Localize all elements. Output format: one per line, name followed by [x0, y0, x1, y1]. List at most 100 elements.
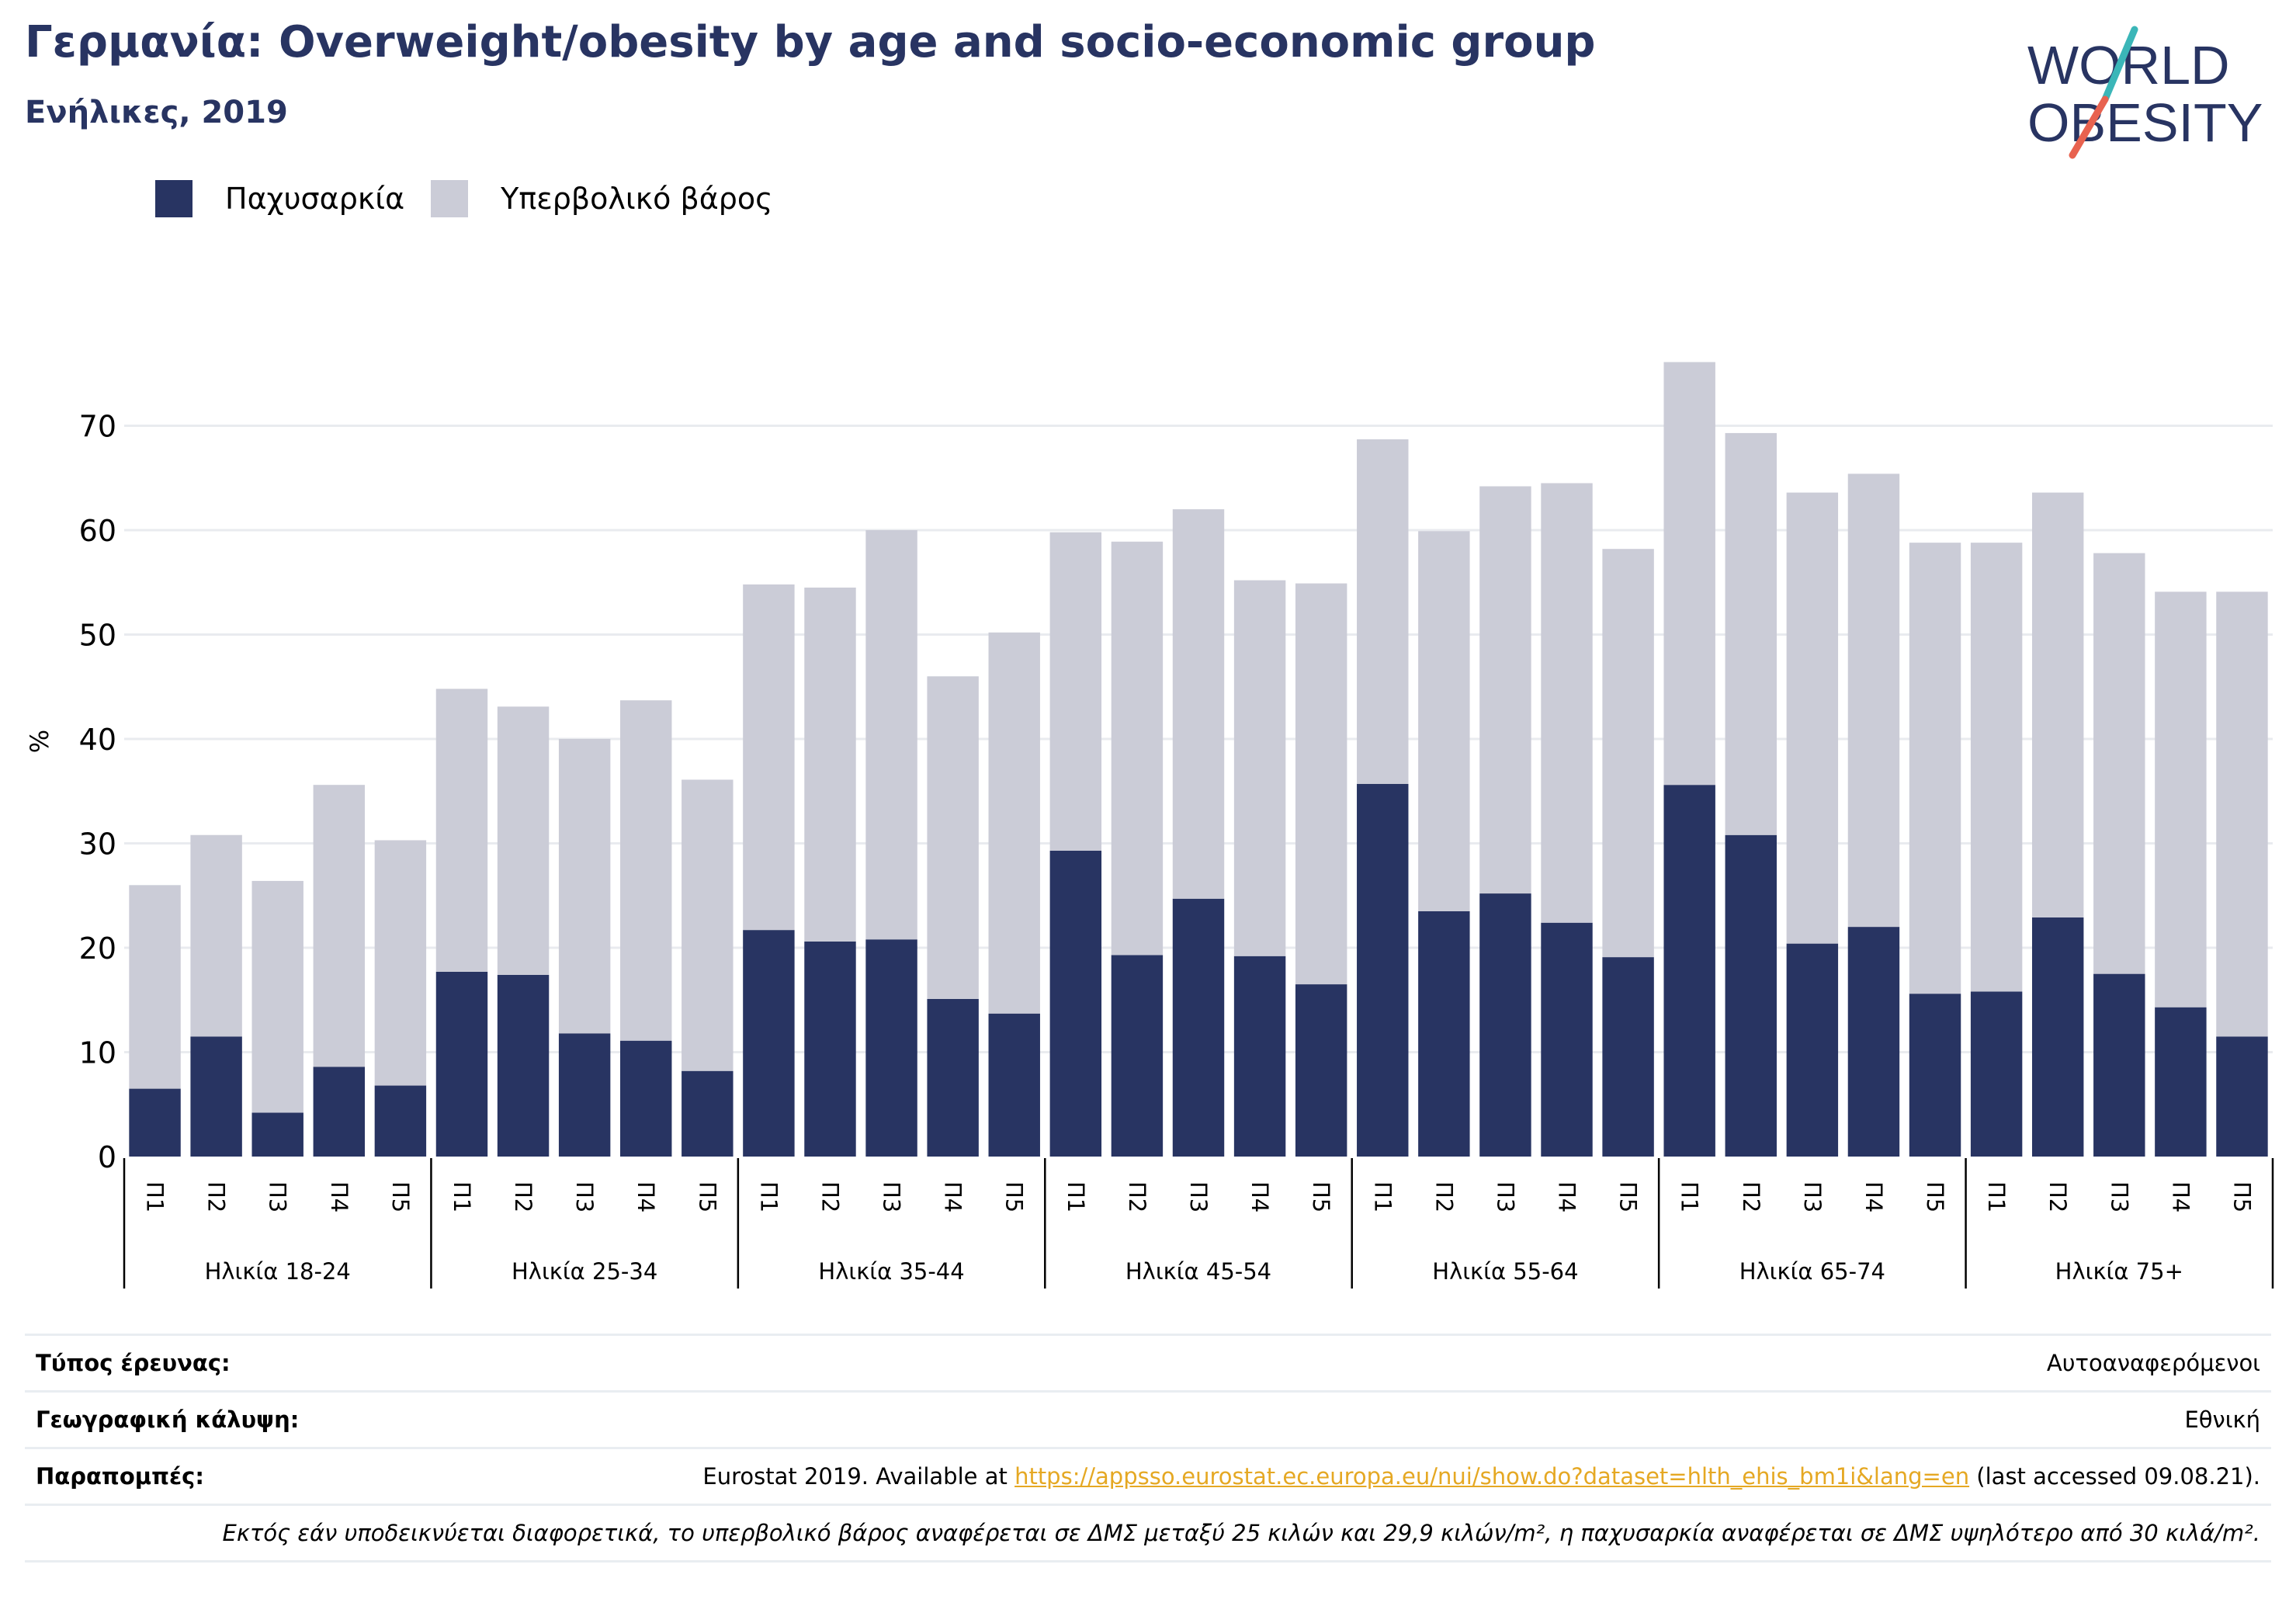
x-tick-label: Π1 — [142, 1181, 168, 1212]
group-label: Ηλικία 55-64 — [1432, 1258, 1578, 1285]
bar-overweight — [1541, 483, 1593, 923]
bar-overweight — [1049, 532, 1102, 851]
bar-obesity — [497, 974, 550, 1157]
bar-obesity — [1233, 956, 1286, 1157]
x-tick-label: Π5 — [694, 1181, 720, 1212]
bar-obesity — [1602, 957, 1654, 1157]
bar-overweight — [435, 689, 488, 972]
y-tick-label: 0 — [98, 1140, 116, 1174]
bar-overweight — [2216, 591, 2268, 1037]
info-label-survey-type: Τύπος έρευνας: — [36, 1350, 231, 1376]
bar-overweight — [1295, 583, 1347, 985]
chart-subtitle: Ενήλικες, 2019 — [25, 95, 288, 130]
info-table: Τύπος έρευνας: Αυτοαναφερόμενοι Γεωγραφι… — [25, 1334, 2271, 1563]
bar-overweight — [1786, 492, 1839, 944]
reference-link[interactable]: https://appsso.eurostat.ec.europa.eu/nui… — [1014, 1463, 1970, 1490]
logo-slash-teal — [2101, 26, 2138, 103]
bar-obesity — [2093, 973, 2145, 1157]
group-label: Ηλικία 45-54 — [1125, 1258, 1271, 1285]
bar-obesity — [1479, 893, 1531, 1157]
bar-overweight — [129, 885, 181, 1089]
x-tick-label: Π1 — [449, 1181, 475, 1212]
y-axis-label: % — [25, 730, 54, 753]
logo-slash-red — [2069, 95, 2109, 159]
x-tick-label: Π4 — [940, 1181, 966, 1212]
bar-obesity — [1049, 850, 1102, 1157]
legend-swatch-overweight — [431, 180, 469, 217]
x-tick-label: Π5 — [1308, 1181, 1334, 1212]
bar-obesity — [129, 1088, 181, 1157]
bar-obesity — [558, 1033, 611, 1157]
x-tick-label: Π2 — [2045, 1181, 2071, 1212]
x-tick-label: Π5 — [387, 1181, 414, 1212]
bar-overweight — [1663, 362, 1715, 786]
definition-note: Εκτός εάν υποδεικνύεται διαφορετικά, το … — [222, 1520, 2261, 1546]
bar-overweight — [2093, 553, 2145, 974]
group-label: Ηλικία 65-74 — [1739, 1258, 1885, 1285]
logo-line2: OBESITY — [2027, 92, 2263, 153]
x-tick-label: Π4 — [326, 1181, 352, 1212]
group-label: Ηλικία 35-44 — [818, 1258, 964, 1285]
y-tick-label: 30 — [79, 827, 116, 862]
legend-label-overweight: Υπερβολικό βάρος — [501, 182, 773, 216]
bar-overweight — [1970, 543, 2023, 992]
x-tick-label: Π2 — [510, 1181, 536, 1212]
bar-obesity — [865, 939, 917, 1157]
x-tick-label: Π4 — [1861, 1181, 1887, 1212]
bar-obesity — [1295, 984, 1347, 1157]
x-tick-label: Π5 — [1001, 1181, 1028, 1212]
bar-overweight — [620, 700, 672, 1041]
bar-overweight — [1479, 486, 1531, 894]
x-tick-label: Π2 — [1124, 1181, 1150, 1212]
x-tick-label: Π5 — [2228, 1181, 2255, 1212]
bar-obesity — [1663, 785, 1715, 1157]
bar-overweight — [374, 840, 427, 1086]
x-tick-label: Π3 — [1799, 1181, 1826, 1212]
x-tick-label: Π4 — [633, 1181, 659, 1212]
bar-overweight — [190, 834, 242, 1037]
bar-overweight — [804, 587, 856, 942]
bar-obesity — [1725, 834, 1777, 1157]
x-tick-label: Π3 — [571, 1181, 598, 1212]
bar-overweight — [1357, 439, 1409, 784]
bar-obesity — [2155, 1007, 2207, 1157]
x-tick-label: Π5 — [1922, 1181, 1948, 1212]
x-tick-label: Π3 — [1185, 1181, 1212, 1212]
x-tick-label: Π3 — [265, 1181, 291, 1212]
bar-obesity — [1847, 927, 1900, 1157]
info-row-coverage: Γεωγραφική κάλυψη: Εθνική — [25, 1390, 2271, 1447]
bar-overweight — [558, 739, 611, 1034]
info-label-references: Παραπομπές: — [36, 1463, 204, 1490]
info-value-survey-type: Αυτοαναφερόμενοι — [2046, 1350, 2260, 1376]
bar-overweight — [865, 530, 917, 940]
x-tick-label: Π2 — [817, 1181, 843, 1212]
x-tick-label: Π3 — [2106, 1181, 2132, 1212]
x-tick-label: Π4 — [2167, 1181, 2194, 1212]
bar-obesity — [804, 941, 856, 1157]
x-tick-label: Π2 — [1738, 1181, 1764, 1212]
bar-obesity — [927, 998, 979, 1157]
bar-obesity — [1970, 991, 2023, 1157]
bar-overweight — [743, 584, 795, 931]
y-tick-label: 70 — [79, 410, 116, 444]
bar-overweight — [1725, 432, 1777, 835]
info-row-survey-type: Τύπος έρευνας: Αυτοαναφερόμενοι — [25, 1334, 2271, 1390]
group-label: Ηλικία 75+ — [2055, 1258, 2183, 1285]
bar-obesity — [682, 1070, 734, 1157]
x-tick-label: Π1 — [1677, 1181, 1703, 1212]
y-tick-label: 50 — [79, 619, 116, 653]
x-tick-label: Π1 — [1983, 1181, 2010, 1212]
chart-title: Γερμανία: Overweight/obesity by age and … — [25, 17, 1596, 68]
x-tick-label: Π4 — [1247, 1181, 1273, 1212]
bar-obesity — [190, 1036, 242, 1157]
bar-obesity — [1172, 898, 1225, 1157]
info-row-references: Παραπομπές: Eurostat 2019. Available at … — [25, 1447, 2271, 1504]
bar-overweight — [1847, 473, 1900, 928]
y-tick-label: 60 — [79, 514, 116, 548]
bar-obesity — [2216, 1036, 2268, 1157]
info-label-coverage: Γεωγραφική κάλυψη: — [36, 1406, 300, 1433]
bar-obesity — [2031, 917, 2084, 1157]
x-tick-label: Π2 — [203, 1181, 230, 1212]
x-tick-label: Π2 — [1431, 1181, 1457, 1212]
bar-obesity — [1357, 783, 1409, 1157]
